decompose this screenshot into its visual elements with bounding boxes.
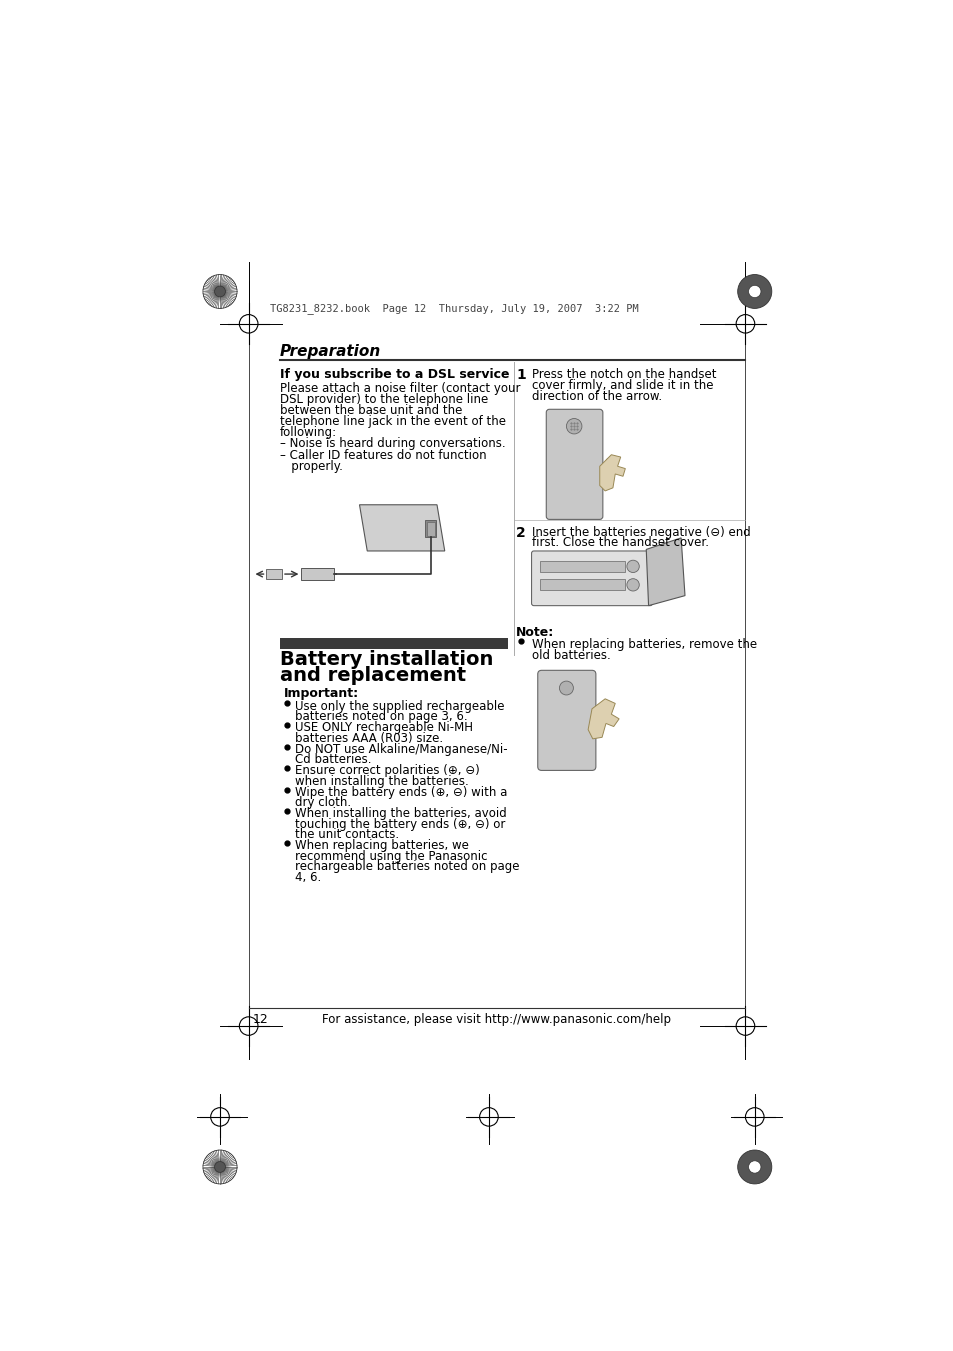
Text: Ensure correct polarities (⊕, ⊖): Ensure correct polarities (⊕, ⊖) (294, 765, 479, 777)
Circle shape (214, 286, 225, 297)
Text: Do NOT use Alkaline/Manganese/Ni-: Do NOT use Alkaline/Manganese/Ni- (294, 743, 507, 755)
Text: old batteries.: old batteries. (531, 648, 610, 662)
Text: cover firmly, and slide it in the: cover firmly, and slide it in the (531, 380, 712, 392)
Text: 1: 1 (516, 369, 525, 382)
FancyBboxPatch shape (531, 551, 652, 605)
Circle shape (748, 1161, 760, 1173)
Text: properly.: properly. (279, 459, 342, 473)
Text: Battery installation: Battery installation (279, 650, 493, 669)
Text: Note:: Note: (516, 626, 554, 639)
Text: when installing the batteries.: when installing the batteries. (294, 774, 469, 788)
Text: Cd batteries.: Cd batteries. (294, 753, 372, 766)
Text: dry cloth.: dry cloth. (294, 796, 351, 809)
Circle shape (558, 681, 573, 694)
Polygon shape (587, 698, 618, 739)
Text: When replacing batteries, remove the: When replacing batteries, remove the (531, 638, 756, 651)
Text: and replacement: and replacement (279, 666, 465, 685)
Circle shape (626, 561, 639, 573)
Bar (266, 570, 282, 578)
Text: first. Close the handset cover.: first. Close the handset cover. (531, 536, 708, 550)
Text: Insert the batteries negative (⊖) end: Insert the batteries negative (⊖) end (531, 526, 749, 539)
Text: 2: 2 (516, 526, 525, 539)
Text: 4, 6.: 4, 6. (294, 870, 321, 884)
Text: Please attach a noise filter (contact your: Please attach a noise filter (contact yo… (279, 381, 519, 394)
Circle shape (566, 419, 581, 434)
Text: Important:: Important: (283, 688, 358, 700)
Polygon shape (599, 455, 624, 490)
FancyBboxPatch shape (537, 670, 596, 770)
Text: recommend using the Panasonic: recommend using the Panasonic (294, 850, 487, 863)
Text: Wipe the battery ends (⊕, ⊖) with a: Wipe the battery ends (⊕, ⊖) with a (294, 786, 507, 798)
Text: batteries noted on page 3, 6.: batteries noted on page 3, 6. (294, 711, 467, 723)
Circle shape (626, 578, 639, 590)
Text: following:: following: (279, 426, 336, 439)
Circle shape (214, 1162, 225, 1173)
Text: When replacing batteries, we: When replacing batteries, we (294, 839, 469, 852)
Text: touching the battery ends (⊕, ⊖) or: touching the battery ends (⊕, ⊖) or (294, 817, 505, 831)
Text: When installing the batteries, avoid: When installing the batteries, avoid (294, 808, 506, 820)
Bar (539, 561, 624, 571)
Bar (539, 580, 624, 590)
Bar (427, 521, 435, 535)
Polygon shape (359, 505, 444, 551)
Text: direction of the arrow.: direction of the arrow. (531, 390, 661, 403)
FancyBboxPatch shape (546, 409, 602, 519)
Circle shape (748, 285, 760, 297)
Text: Preparation: Preparation (279, 345, 380, 359)
Circle shape (737, 274, 771, 308)
Text: If you subscribe to a DSL service: If you subscribe to a DSL service (279, 369, 509, 381)
Text: USE ONLY rechargeable Ni-MH: USE ONLY rechargeable Ni-MH (294, 721, 473, 734)
Text: For assistance, please visit http://www.panasonic.com/help: For assistance, please visit http://www.… (322, 1013, 671, 1025)
Circle shape (737, 1150, 771, 1183)
Text: Press the notch on the handset: Press the notch on the handset (531, 369, 716, 381)
Text: DSL provider) to the telephone line: DSL provider) to the telephone line (279, 393, 487, 405)
Text: – Caller ID features do not function: – Caller ID features do not function (279, 449, 486, 462)
Text: Use only the supplied rechargeable: Use only the supplied rechargeable (294, 700, 504, 712)
Bar (301, 567, 334, 580)
Text: TG8231_8232.book  Page 12  Thursday, July 19, 2007  3:22 PM: TG8231_8232.book Page 12 Thursday, July … (270, 303, 639, 313)
Text: batteries AAA (R03) size.: batteries AAA (R03) size. (294, 731, 443, 744)
Text: rechargeable batteries noted on page: rechargeable batteries noted on page (294, 861, 519, 873)
Text: 12: 12 (253, 1013, 268, 1025)
Bar (425, 520, 436, 538)
Text: the unit contacts.: the unit contacts. (294, 828, 399, 842)
Text: between the base unit and the: between the base unit and the (279, 404, 461, 417)
Bar (279, 638, 508, 648)
Text: – Noise is heard during conversations.: – Noise is heard during conversations. (279, 438, 505, 450)
Polygon shape (645, 538, 684, 605)
Text: telephone line jack in the event of the: telephone line jack in the event of the (279, 415, 505, 428)
